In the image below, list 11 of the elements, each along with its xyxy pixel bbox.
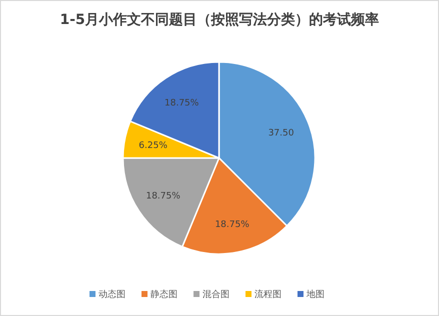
- data-label: 37.50: [268, 128, 294, 138]
- legend-label: 动态图: [98, 289, 126, 300]
- data-label: 18.75%: [214, 220, 250, 230]
- chart-title: 1-5月小作文不同题目（按照写法分类）的考试频率: [60, 11, 380, 28]
- legend-label: 静态图: [150, 289, 178, 300]
- legend-label: 流程图: [254, 289, 282, 300]
- data-label: 6.25%: [138, 141, 168, 152]
- data-label: 18.75%: [164, 98, 200, 108]
- legend-label: 混合图: [202, 289, 230, 300]
- legend-label: 地图: [306, 289, 324, 300]
- data-label: 18.75%: [146, 191, 181, 202]
